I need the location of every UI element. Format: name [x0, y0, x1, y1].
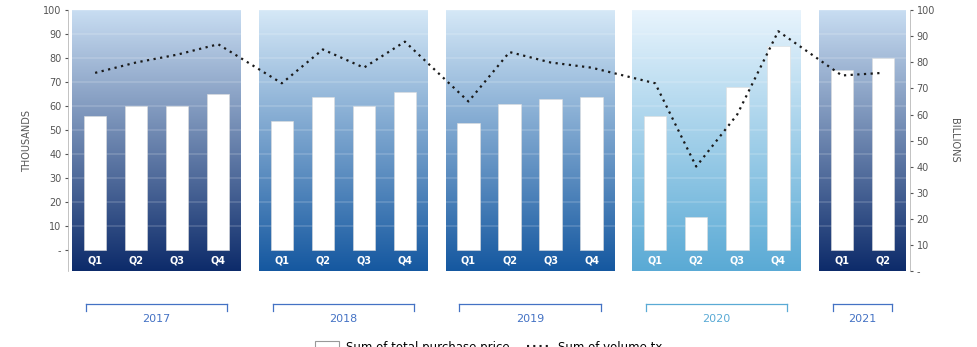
Text: Q1: Q1 [274, 255, 289, 265]
Text: Q1: Q1 [460, 255, 476, 265]
Bar [166, 106, 189, 250]
Bar [829, 70, 852, 250]
Text: Q2: Q2 [688, 255, 703, 265]
Bar [312, 97, 334, 250]
Text: 2018: 2018 [329, 314, 358, 324]
Text: 2020: 2020 [701, 314, 730, 324]
Legend: Sum of total purchase price, Sum of volume tx: Sum of total purchase price, Sum of volu… [311, 336, 666, 347]
Bar [643, 116, 665, 250]
Text: Q1: Q1 [88, 255, 103, 265]
Bar [353, 106, 375, 250]
Text: Q4: Q4 [397, 255, 412, 265]
Bar [271, 121, 293, 250]
Bar [579, 97, 602, 250]
Y-axis label: THOUSANDS: THOUSANDS [22, 110, 32, 171]
Text: Q3: Q3 [729, 255, 743, 265]
Bar [725, 87, 747, 250]
Bar [684, 217, 706, 250]
Bar [84, 116, 106, 250]
Bar [538, 99, 561, 250]
Text: Q2: Q2 [874, 255, 889, 265]
Text: Q2: Q2 [501, 255, 517, 265]
Text: 2019: 2019 [516, 314, 543, 324]
Bar [456, 123, 480, 250]
Bar [393, 92, 416, 250]
Text: 2021: 2021 [847, 314, 875, 324]
Text: 2017: 2017 [143, 314, 171, 324]
Text: Q1: Q1 [833, 255, 848, 265]
Text: Q3: Q3 [356, 255, 371, 265]
Bar [207, 94, 230, 250]
Text: Q4: Q4 [210, 255, 226, 265]
Bar [871, 58, 893, 250]
Text: Q3: Q3 [170, 255, 185, 265]
Y-axis label: BILLIONS: BILLIONS [948, 118, 957, 163]
Text: Q2: Q2 [315, 255, 330, 265]
Text: Q4: Q4 [583, 255, 599, 265]
Bar [125, 106, 148, 250]
Text: Q1: Q1 [647, 255, 662, 265]
Text: Q3: Q3 [542, 255, 558, 265]
Text: Q2: Q2 [129, 255, 144, 265]
Bar [497, 104, 521, 250]
Bar [766, 46, 788, 250]
Text: Q4: Q4 [770, 255, 785, 265]
